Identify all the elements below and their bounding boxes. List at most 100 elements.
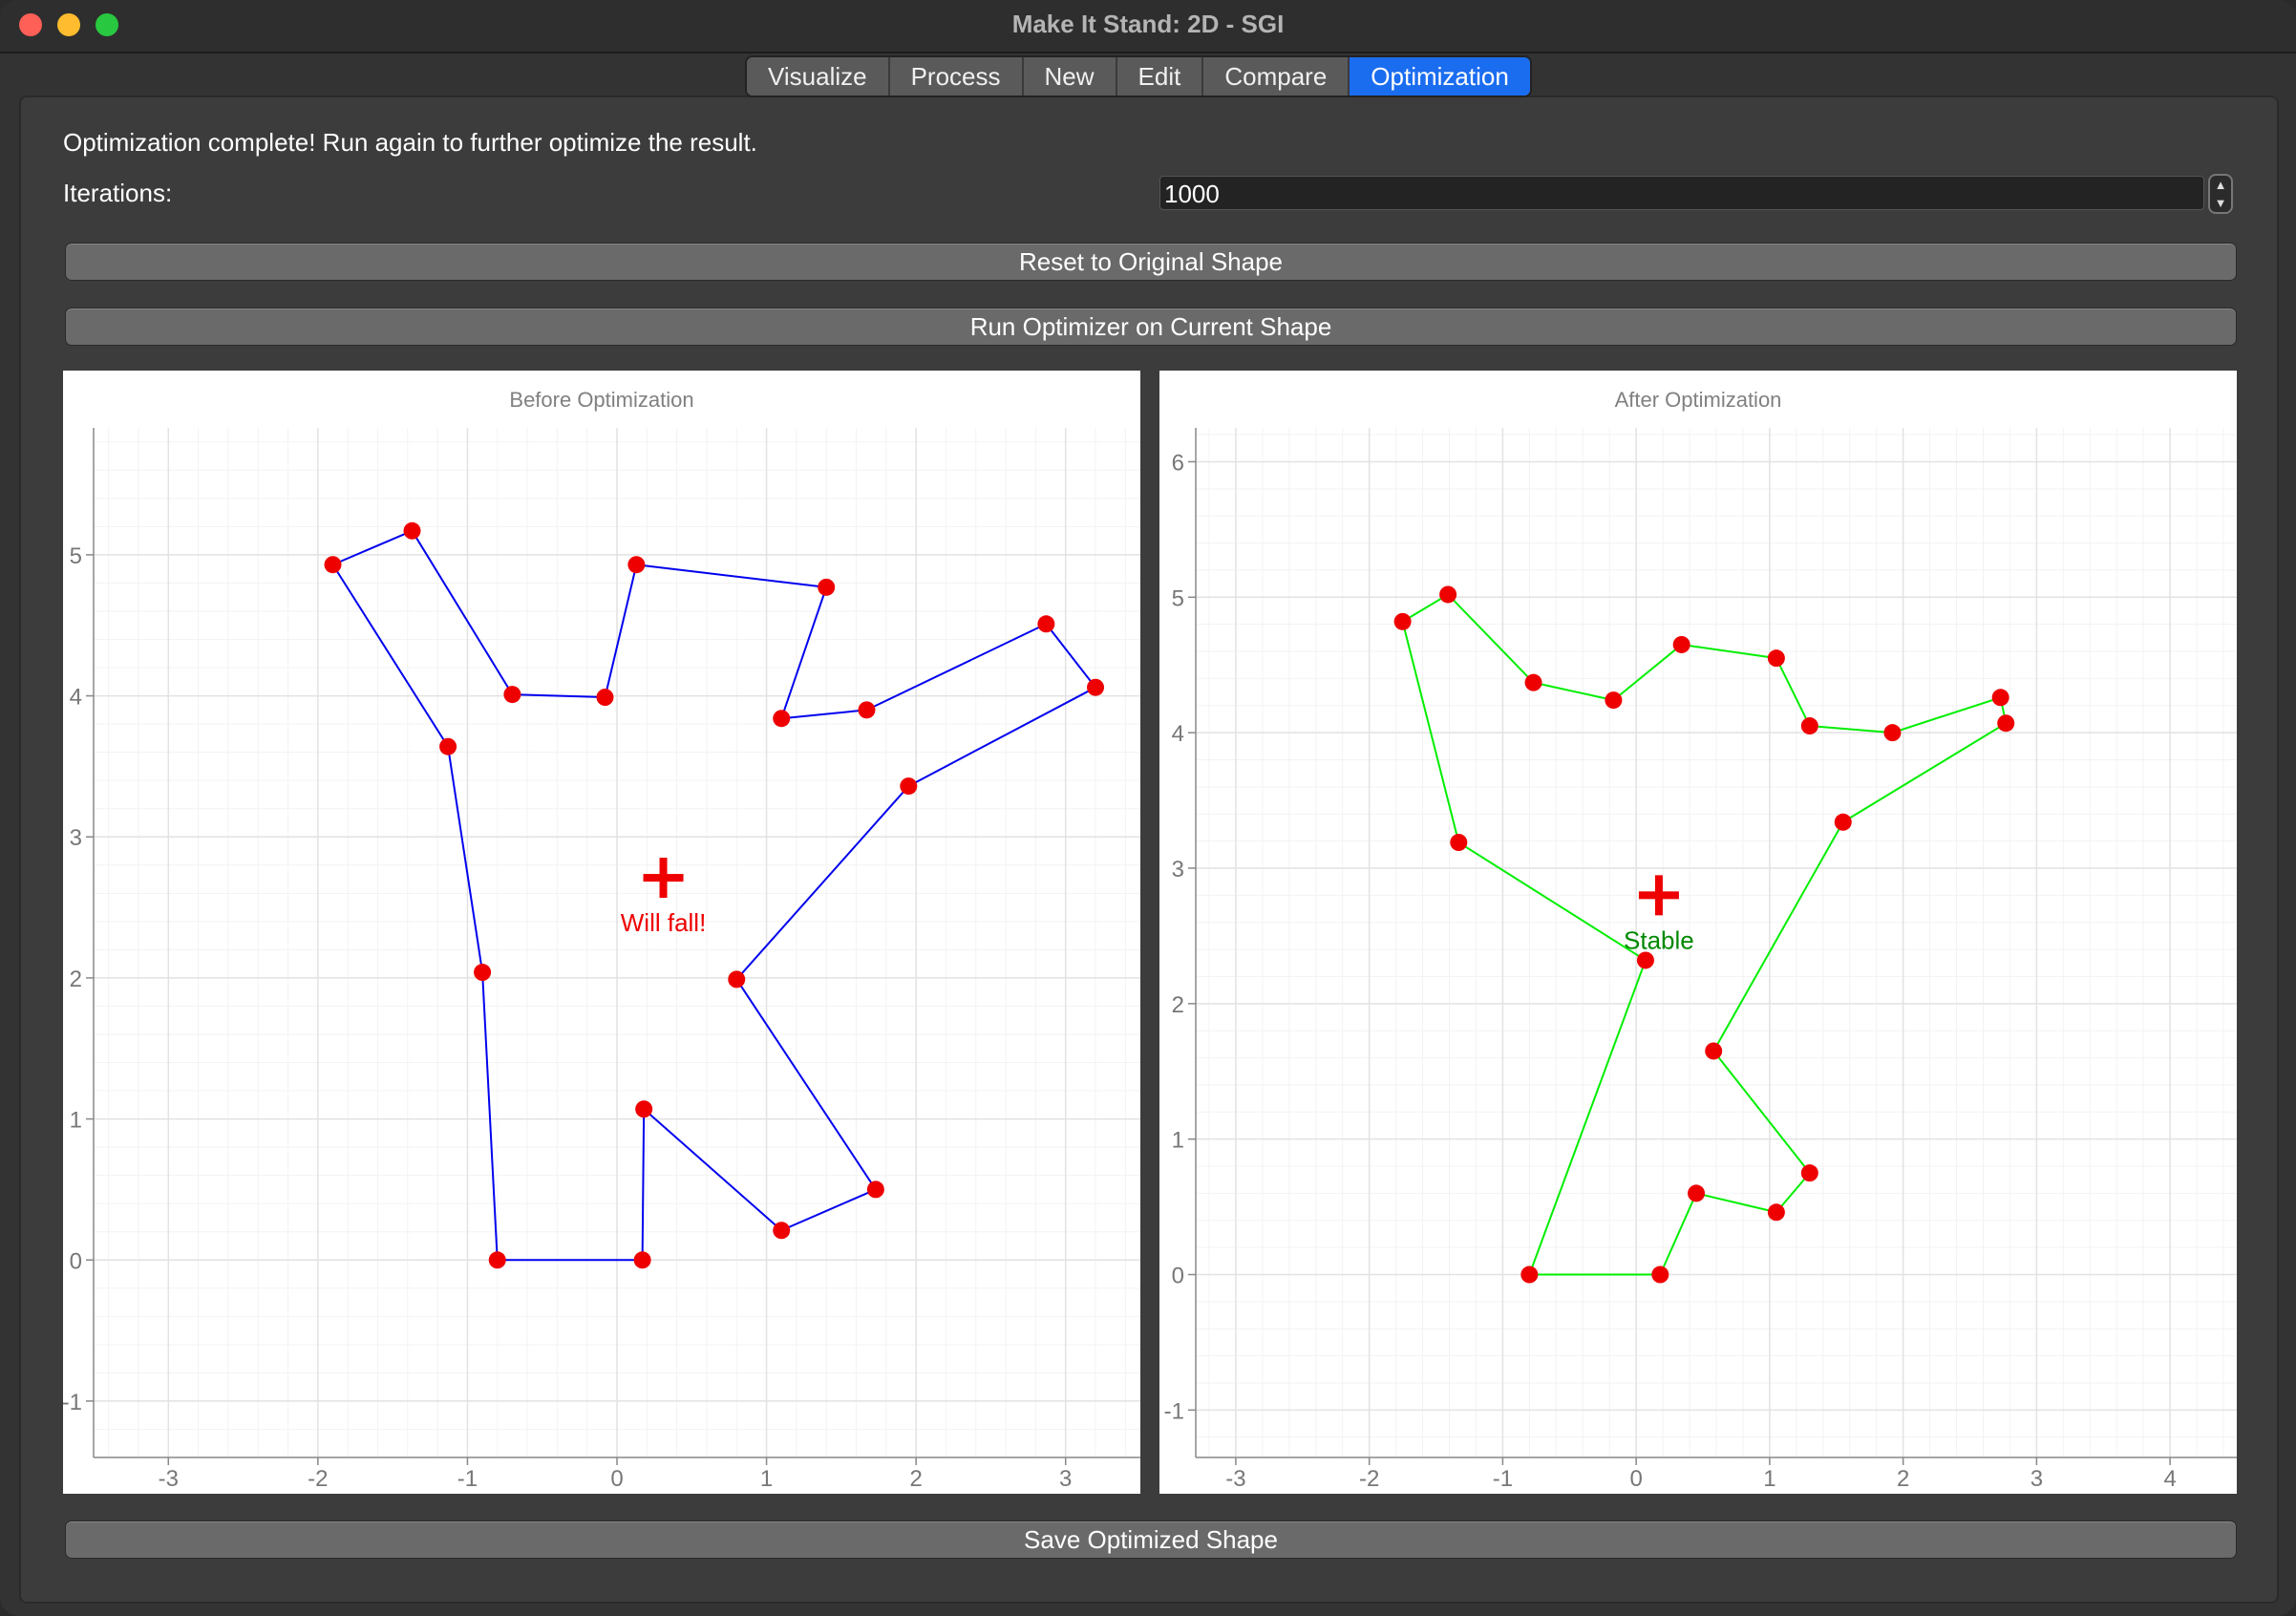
- shape-edge: [735, 785, 910, 981]
- shape-vertex: [1705, 1042, 1723, 1060]
- shape-edge: [907, 686, 1096, 787]
- shape-vertex: [1834, 813, 1852, 831]
- after-optimization-plot: After Optimization -3 -2 -1 0 1 2 3 4 -1 0 1 2 3 4 5 6 S…: [1159, 371, 2237, 1494]
- shape-vertex: [1767, 649, 1785, 668]
- stability-label: Will fall!: [621, 908, 707, 937]
- shape-vertex: [728, 970, 746, 989]
- y-tick-label: 2: [1172, 992, 1184, 1018]
- y-tick-label: 0: [70, 1248, 82, 1274]
- shape-vertex: [1883, 724, 1902, 742]
- y-tick-label: 1: [1172, 1128, 1184, 1154]
- y-tick-label: 2: [70, 967, 82, 992]
- shape-edge: [1712, 1050, 1811, 1174]
- iterations-label: Iterations:: [63, 179, 173, 207]
- shape-vertex: [488, 1251, 506, 1269]
- shape-edge: [1533, 681, 1614, 702]
- shape-vertex: [439, 737, 457, 755]
- iterations-input[interactable]: 1000: [1159, 176, 2204, 210]
- center-of-mass-marker: [659, 858, 668, 899]
- y-tick-label: 3: [1172, 857, 1184, 882]
- shape-vertex: [773, 710, 791, 728]
- shape-edge: [1402, 593, 1449, 623]
- shape-edge: [1695, 1192, 1777, 1214]
- shape-vertex: [503, 686, 521, 704]
- title-bar: Make It Stand: 2D - SGI: [0, 0, 2296, 53]
- shape-edge: [1681, 643, 1777, 660]
- shape-edge: [780, 1188, 877, 1232]
- zoom-window-button[interactable]: [96, 13, 118, 36]
- tab-process[interactable]: Process: [889, 57, 1024, 96]
- before-plot-canvas: -3 -2 -1 0 1 2 3 -1 0 1 2 3 4 5 Will fall!: [63, 428, 1140, 1492]
- shape-vertex: [1800, 1164, 1818, 1182]
- x-tick-label: 4: [2163, 1466, 2176, 1492]
- x-tick-label: 2: [1897, 1466, 1909, 1492]
- x-tick-label: -2: [1359, 1466, 1379, 1492]
- shape-edge: [636, 563, 827, 588]
- y-tick-label: 5: [70, 543, 82, 569]
- shape-edge: [331, 563, 449, 748]
- run-optimizer-button[interactable]: Run Optimizer on Current Shape: [65, 308, 2237, 346]
- stepper-up-icon[interactable]: ▲: [2214, 178, 2227, 192]
- shape-edge: [1612, 644, 1683, 701]
- shape-edge: [447, 746, 484, 973]
- shape-edge: [512, 693, 606, 699]
- x-tick-label: -1: [457, 1466, 478, 1492]
- shape-vertex: [324, 556, 342, 574]
- save-shape-button[interactable]: Save Optimized Shape: [65, 1520, 2237, 1559]
- y-tick-label: 0: [1172, 1264, 1184, 1289]
- shape-edge: [481, 971, 499, 1261]
- iterations-stepper[interactable]: ▲ ▼: [2208, 174, 2233, 214]
- shape-edge: [1775, 657, 1811, 727]
- shape-vertex: [1605, 691, 1623, 710]
- y-tick-label: 4: [1172, 721, 1184, 747]
- x-tick-label: 1: [760, 1466, 773, 1492]
- shape-edge: [1045, 623, 1096, 689]
- shape-vertex: [635, 1100, 653, 1118]
- x-tick-label: 3: [2030, 1466, 2043, 1492]
- shape-edge: [781, 709, 867, 720]
- stepper-down-icon[interactable]: ▼: [2214, 196, 2227, 210]
- shape-vertex: [1450, 834, 1468, 852]
- shape-vertex: [633, 1251, 651, 1269]
- tab-visualize[interactable]: Visualize: [747, 57, 890, 96]
- shape-edge: [604, 564, 638, 698]
- shape-edge: [1842, 722, 2007, 823]
- x-tick-label: 2: [909, 1466, 922, 1492]
- after-plot-canvas: -3 -2 -1 0 1 2 3 4 -1 0 1 2 3 4 5 6 Stable: [1164, 428, 2237, 1492]
- reset-shape-button[interactable]: Reset to Original Shape: [65, 243, 2237, 281]
- shape-vertex: [1767, 1203, 1785, 1222]
- y-tick-label: -1: [63, 1390, 82, 1415]
- y-tick-label: 5: [1172, 585, 1184, 611]
- shape-edge: [332, 529, 413, 566]
- shape-edge: [866, 623, 1047, 712]
- y-tick-label: 3: [70, 825, 82, 851]
- center-of-mass-marker: [1654, 875, 1663, 916]
- y-tick-label: 1: [70, 1108, 82, 1134]
- shape-vertex: [773, 1222, 791, 1240]
- shape-vertex: [1037, 615, 1055, 633]
- shape-vertex: [1651, 1265, 1669, 1284]
- minimize-window-button[interactable]: [57, 13, 80, 36]
- x-tick-label: -3: [159, 1466, 179, 1492]
- x-tick-label: 0: [1629, 1466, 1642, 1492]
- shape-edge: [735, 978, 877, 1190]
- shape-vertex: [866, 1180, 884, 1199]
- shape-vertex: [1991, 689, 2009, 707]
- y-tick-label: -1: [1164, 1398, 1184, 1424]
- shape-edge: [1712, 821, 1844, 1052]
- y-tick-label: 6: [1172, 450, 1184, 476]
- shape-vertex: [1393, 612, 1412, 630]
- close-window-button[interactable]: [19, 13, 42, 36]
- tab-optimization[interactable]: Optimization: [1350, 57, 1530, 96]
- tab-new[interactable]: New: [1023, 57, 1117, 96]
- x-tick-label: 0: [610, 1466, 623, 1492]
- shape-vertex: [900, 777, 918, 796]
- tab-edit[interactable]: Edit: [1116, 57, 1204, 96]
- shape-edge: [411, 530, 514, 695]
- y-tick-label: 4: [70, 685, 82, 711]
- stability-label: Stable: [1624, 925, 1694, 954]
- shape-edge: [1528, 960, 1647, 1275]
- shape-vertex: [1688, 1184, 1706, 1202]
- shape-vertex: [1524, 673, 1542, 691]
- tab-compare[interactable]: Compare: [1203, 57, 1350, 96]
